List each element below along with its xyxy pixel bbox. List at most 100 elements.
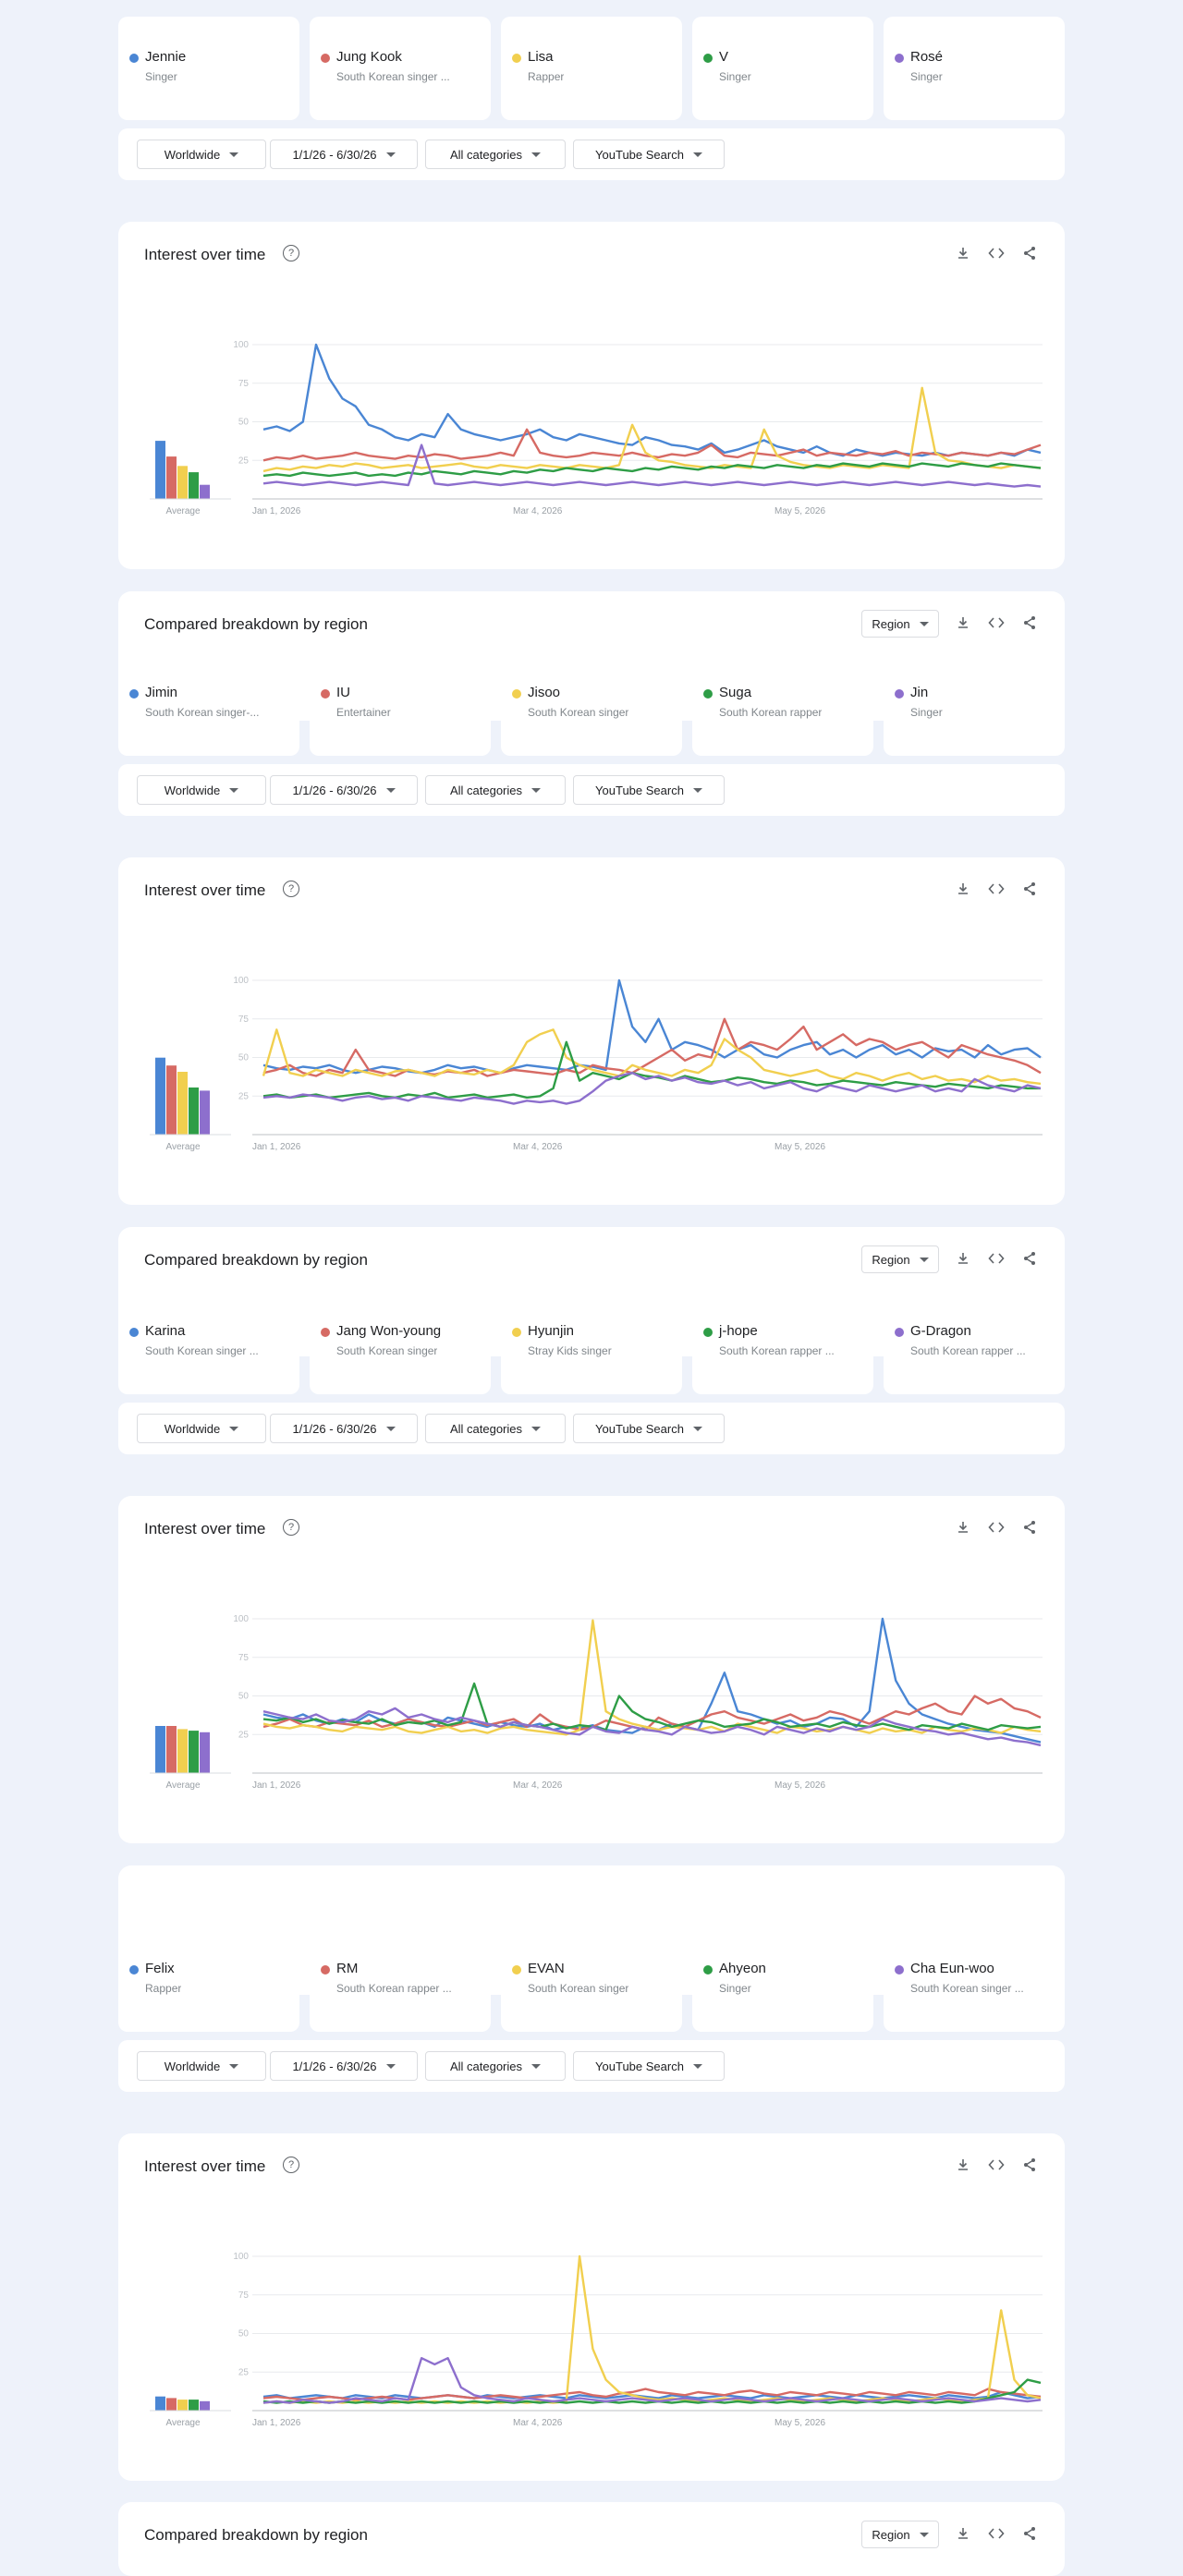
chevron-down-icon xyxy=(919,621,929,626)
search-term-card[interactable]: Cha Eun-woo South Korean singer ... xyxy=(884,1928,1065,2032)
term-name: Jin xyxy=(910,685,929,700)
chevron-down-icon xyxy=(385,2063,396,2069)
download-icon[interactable] xyxy=(954,1249,972,1268)
date-range-filter[interactable]: 1/1/26 - 6/30/26 xyxy=(270,140,418,169)
line-chart: Average 25 50 75 100 Jan 1, 2026 Mar 4, 2026 Ma… xyxy=(150,2252,1043,2428)
share-icon[interactable] xyxy=(1020,1249,1039,1268)
chart-actions xyxy=(954,2156,1039,2174)
embed-code-icon[interactable] xyxy=(987,614,1006,632)
average-bar xyxy=(200,2400,210,2411)
series-line xyxy=(262,1040,1041,1100)
date-range-filter[interactable]: 1/1/26 - 6/30/26 xyxy=(270,775,418,805)
term-name: Jennie xyxy=(145,49,187,65)
share-icon[interactable] xyxy=(1020,1518,1039,1537)
chart-actions xyxy=(954,1249,1039,1268)
embed-code-icon[interactable] xyxy=(987,244,1006,262)
region-dropdown[interactable]: Region xyxy=(861,2521,939,2548)
x-tick-label: Mar 4, 2026 xyxy=(513,1780,563,1791)
search-term-card[interactable]: j-hope South Korean rapper ... xyxy=(692,1291,873,1394)
series-line xyxy=(262,386,1042,473)
share-icon[interactable] xyxy=(1020,2156,1039,2174)
series-color-dot xyxy=(129,689,139,699)
search-term-card[interactable]: IU Entertainer xyxy=(310,652,491,756)
date-range-filter[interactable]: 1/1/26 - 6/30/26 xyxy=(270,2051,418,2081)
embed-code-icon[interactable] xyxy=(987,2156,1006,2174)
series-color-dot xyxy=(321,1328,330,1337)
average-bar xyxy=(155,441,165,499)
region-filter-label: Worldwide xyxy=(164,783,221,797)
search-term-card[interactable]: V Singer xyxy=(692,17,873,120)
series-color-dot xyxy=(129,1965,139,1975)
share-icon[interactable] xyxy=(1020,614,1039,632)
category-filter[interactable]: All categories xyxy=(425,2051,566,2081)
category-filter[interactable]: All categories xyxy=(425,775,566,805)
y-tick-label: 100 xyxy=(233,1614,249,1624)
embed-code-icon[interactable] xyxy=(987,2524,1006,2543)
search-term-card[interactable]: Ahyeon Singer xyxy=(692,1928,873,2032)
search-term-card[interactable]: Lisa Rapper xyxy=(501,17,682,120)
region-dropdown[interactable]: Region xyxy=(861,610,939,638)
download-icon[interactable] xyxy=(954,2156,972,2174)
search-term-card[interactable]: Jimin South Korean singer-... xyxy=(118,652,299,756)
term-type: South Korean singer xyxy=(528,1982,629,1995)
search-term-card[interactable]: Jin Singer xyxy=(884,652,1065,756)
source-filter[interactable]: YouTube Search xyxy=(573,2051,725,2081)
share-icon[interactable] xyxy=(1020,244,1039,262)
share-icon[interactable] xyxy=(1020,880,1039,898)
series-color-dot xyxy=(321,1965,330,1975)
series-line xyxy=(262,2254,1042,2404)
help-icon[interactable]: ? xyxy=(283,2157,299,2173)
region-dropdown[interactable]: Region xyxy=(861,1245,939,1273)
average-label: Average xyxy=(165,1780,201,1791)
category-filter[interactable]: All categories xyxy=(425,1414,566,1443)
share-icon[interactable] xyxy=(1020,2524,1039,2543)
embed-code-icon[interactable] xyxy=(987,1518,1006,1537)
source-filter[interactable]: YouTube Search xyxy=(573,140,725,169)
x-tick-label: Jan 1, 2026 xyxy=(252,1780,301,1791)
chevron-down-icon xyxy=(531,1426,542,1431)
filter-bar: Worldwide 1/1/26 - 6/30/26 All categories Y… xyxy=(118,764,1065,816)
date-range-filter-label: 1/1/26 - 6/30/26 xyxy=(292,783,377,797)
region-filter[interactable]: Worldwide xyxy=(137,775,266,805)
chart-actions xyxy=(954,880,1039,898)
search-term-card[interactable]: EVAN South Korean singer xyxy=(501,1928,682,2032)
search-term-card[interactable]: Jung Kook South Korean singer ... xyxy=(310,17,491,120)
download-icon[interactable] xyxy=(954,880,972,898)
download-icon[interactable] xyxy=(954,1518,972,1537)
category-filter[interactable]: All categories xyxy=(425,140,566,169)
search-term-card[interactable]: Jisoo South Korean singer xyxy=(501,652,682,756)
help-icon[interactable]: ? xyxy=(283,881,299,897)
region-filter[interactable]: Worldwide xyxy=(137,2051,266,2081)
search-term-card[interactable]: G-Dragon South Korean rapper ... xyxy=(884,1291,1065,1394)
help-icon[interactable]: ? xyxy=(283,245,299,261)
download-icon[interactable] xyxy=(954,614,972,632)
term-name: Jang Won-young xyxy=(336,1323,442,1339)
term-type: Singer xyxy=(719,70,751,83)
download-icon[interactable] xyxy=(954,2524,972,2543)
search-term-card[interactable]: Hyunjin Stray Kids singer xyxy=(501,1291,682,1394)
search-term-card[interactable]: Felix Rapper xyxy=(118,1928,299,2032)
source-filter[interactable]: YouTube Search xyxy=(573,775,725,805)
region-filter-label: Worldwide xyxy=(164,1421,221,1436)
help-icon[interactable]: ? xyxy=(283,1519,299,1536)
x-tick-label: May 5, 2026 xyxy=(774,506,825,516)
search-term-card[interactable]: Rosé Singer xyxy=(884,17,1065,120)
chart-actions xyxy=(954,1518,1039,1537)
date-range-filter[interactable]: 1/1/26 - 6/30/26 xyxy=(270,1414,418,1443)
search-term-card[interactable]: Suga South Korean rapper xyxy=(692,652,873,756)
term-type: South Korean singer ... xyxy=(145,1344,259,1357)
search-term-card[interactable]: RM South Korean rapper ... xyxy=(310,1928,491,2032)
source-filter[interactable]: YouTube Search xyxy=(573,1414,725,1443)
average-bar xyxy=(189,2400,199,2411)
term-name: Jisoo xyxy=(528,685,561,700)
category-filter-label: All categories xyxy=(449,147,523,162)
term-type: Rapper xyxy=(145,1982,182,1995)
search-term-card[interactable]: Jang Won-young South Korean singer xyxy=(310,1291,491,1394)
download-icon[interactable] xyxy=(954,244,972,262)
embed-code-icon[interactable] xyxy=(987,880,1006,898)
region-filter[interactable]: Worldwide xyxy=(137,140,266,169)
search-term-card[interactable]: Karina South Korean singer ... xyxy=(118,1291,299,1394)
search-term-card[interactable]: Jennie Singer xyxy=(118,17,299,120)
region-filter[interactable]: Worldwide xyxy=(137,1414,266,1443)
embed-code-icon[interactable] xyxy=(987,1249,1006,1268)
